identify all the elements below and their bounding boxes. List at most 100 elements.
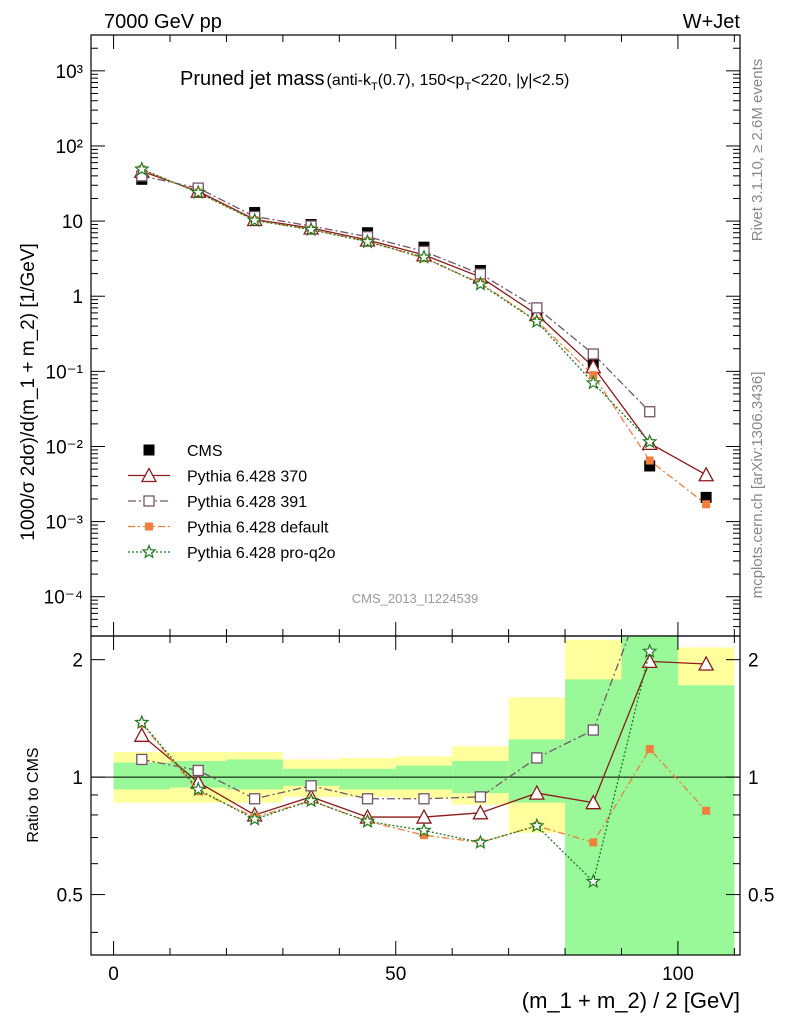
- band-inner: [113, 762, 171, 790]
- y-tick-label: 10³: [56, 62, 83, 83]
- series-point: [585, 374, 602, 390]
- series-line: [141, 175, 651, 413]
- ratio-point: [303, 792, 319, 808]
- ratio-point: [641, 643, 658, 659]
- ratio-tick-label-right: 2: [748, 651, 759, 672]
- ratio-point: [416, 822, 432, 838]
- ratio-point: [529, 817, 545, 833]
- ratio-tick-label-right: 1: [748, 768, 759, 789]
- series-point: [645, 456, 654, 465]
- analysis-watermark: CMS_2013_I1224539: [352, 591, 479, 606]
- mcplots-label: mcplots.cern.ch [arXiv:1306.3436]: [749, 372, 766, 599]
- rivet-label: Rivet 3.1.10, ≥ 2.6M events: [749, 59, 766, 242]
- ratio-point: [472, 834, 489, 850]
- y-tick-label: 10: [62, 212, 83, 233]
- ratio-point: [585, 794, 602, 810]
- legend-label: Pythia 6.428 default: [187, 520, 329, 537]
- y-axis-title: 1000/σ 2dσ)/d(m_1 + m_2) [1/GeV]: [18, 243, 39, 541]
- main-axes: 10⁻⁴ 10⁻³ 10⁻² 10⁻¹ 1 10 10² 10³: [44, 34, 740, 637]
- series-point: [531, 302, 543, 314]
- ratio-tick-label: 2: [72, 651, 83, 672]
- y-tick-label: 10²: [56, 137, 83, 158]
- legend-marker: [145, 522, 153, 531]
- band-inner: [339, 768, 396, 790]
- ratio-point: [419, 831, 428, 840]
- ratio-point: [472, 804, 489, 820]
- ratio-series: [133, 636, 715, 889]
- x-tick-label: 50: [385, 964, 406, 985]
- series-point: [416, 249, 432, 264]
- series-line: [141, 168, 707, 505]
- ratio-point: [190, 781, 206, 797]
- series-point: [359, 233, 376, 249]
- ratio-point: [192, 764, 204, 777]
- ratio-axis-title: Ratio to CMS: [25, 747, 42, 842]
- series-point: [190, 184, 206, 200]
- legend-label: Pythia 6.428 370: [187, 469, 307, 486]
- series-point: [702, 500, 711, 509]
- ratio-tick-label: 0.5: [57, 886, 83, 907]
- ratio-point: [641, 653, 658, 669]
- ratio-point: [418, 793, 430, 805]
- series-point: [472, 275, 489, 291]
- band-inner: [677, 685, 735, 955]
- series-point: [644, 406, 656, 418]
- ratio-point: [136, 753, 148, 766]
- legend-label: CMS: [187, 443, 223, 460]
- ratio-tick-label-right: 0.5: [748, 886, 774, 907]
- y-tick-label: 10⁻⁴: [44, 588, 83, 609]
- ratio-point: [645, 745, 654, 754]
- ratio-point: [698, 655, 715, 671]
- series-point: [246, 212, 263, 228]
- plot-title: Pruned jet mass (anti-kT(0.7), 150<pT<220…: [180, 68, 569, 93]
- ratio-point: [134, 714, 150, 730]
- legend-label: Pythia 6.428 pro-q2o: [187, 545, 336, 562]
- process-label: W+Jet: [683, 11, 741, 33]
- y-tick-label: 1: [72, 287, 83, 308]
- main-series: [133, 161, 715, 509]
- data-point: [700, 491, 712, 503]
- x-tick-label: 0: [108, 964, 119, 985]
- series-line: [141, 170, 707, 476]
- x-tick-label: 100: [662, 964, 694, 985]
- y-tick-label: 10⁻²: [46, 437, 84, 458]
- ratio-point: [359, 813, 376, 829]
- series-point: [698, 466, 715, 482]
- legend-marker: [140, 467, 158, 483]
- legend-marker: [143, 444, 155, 456]
- ratio-tick-label: 1: [72, 768, 83, 789]
- ratio-point: [528, 784, 545, 800]
- ratio-point: [587, 724, 599, 736]
- data-point: [644, 460, 656, 472]
- ratio-point: [531, 752, 543, 764]
- ratio-point: [474, 791, 487, 803]
- ratio-point: [361, 793, 374, 805]
- ratio-line: [141, 651, 651, 883]
- series-point: [303, 221, 319, 237]
- ratio-point: [585, 873, 602, 889]
- series-point: [587, 348, 599, 360]
- series-point: [134, 161, 150, 176]
- legend: CMS Pythia 6.428 370 Pythia 6.428 391 Pythi…: [128, 443, 336, 562]
- ratio-point: [133, 726, 150, 742]
- band-inner: [621, 636, 678, 955]
- ratio-point: [249, 793, 261, 805]
- ratio-point: [246, 811, 263, 826]
- y-tick-label: 10⁻³: [46, 513, 84, 534]
- main-panel: 10⁻⁴ 10⁻³ 10⁻² 10⁻¹ 1 10 10² 10³: [44, 34, 741, 637]
- y-tick-label: 10⁻¹: [46, 362, 84, 383]
- legend-label: Pythia 6.428 391: [187, 494, 307, 511]
- ratio-point: [305, 780, 317, 792]
- ratio-point: [589, 838, 598, 847]
- ratio-frame: [90, 635, 741, 956]
- band-inner: [565, 679, 622, 955]
- legend-marker: [143, 495, 155, 507]
- series-point: [529, 313, 545, 329]
- legend-marker: [141, 543, 157, 559]
- energy-label: 7000 GeV pp: [104, 11, 222, 33]
- series-point: [641, 433, 658, 449]
- x-axis-title: (m_1 + m_2) / 2 [GeV]: [522, 988, 740, 1013]
- ratio-line: [141, 636, 630, 800]
- ratio-axes: 0 50 100 0.5 0.5 1 1 2 2: [57, 636, 774, 985]
